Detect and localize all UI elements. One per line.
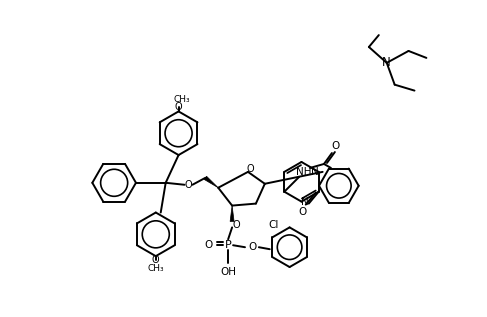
Text: N: N bbox=[311, 167, 318, 177]
Polygon shape bbox=[204, 176, 218, 188]
Text: N: N bbox=[300, 197, 308, 207]
Text: O: O bbox=[175, 102, 183, 113]
Text: O: O bbox=[232, 220, 240, 230]
Text: O: O bbox=[246, 164, 254, 174]
Text: O: O bbox=[249, 242, 257, 252]
Text: N: N bbox=[382, 56, 391, 69]
Text: NH: NH bbox=[297, 167, 312, 177]
Text: O: O bbox=[332, 141, 340, 151]
Text: O: O bbox=[204, 240, 212, 250]
Text: OH: OH bbox=[220, 267, 236, 277]
Text: Cl: Cl bbox=[268, 220, 279, 230]
Text: CH₃: CH₃ bbox=[173, 95, 190, 104]
Text: O: O bbox=[299, 207, 307, 217]
Polygon shape bbox=[230, 206, 234, 222]
Text: P: P bbox=[225, 240, 231, 250]
Text: O: O bbox=[185, 180, 192, 190]
Text: CH₃: CH₃ bbox=[148, 263, 164, 273]
Text: O: O bbox=[152, 255, 160, 265]
